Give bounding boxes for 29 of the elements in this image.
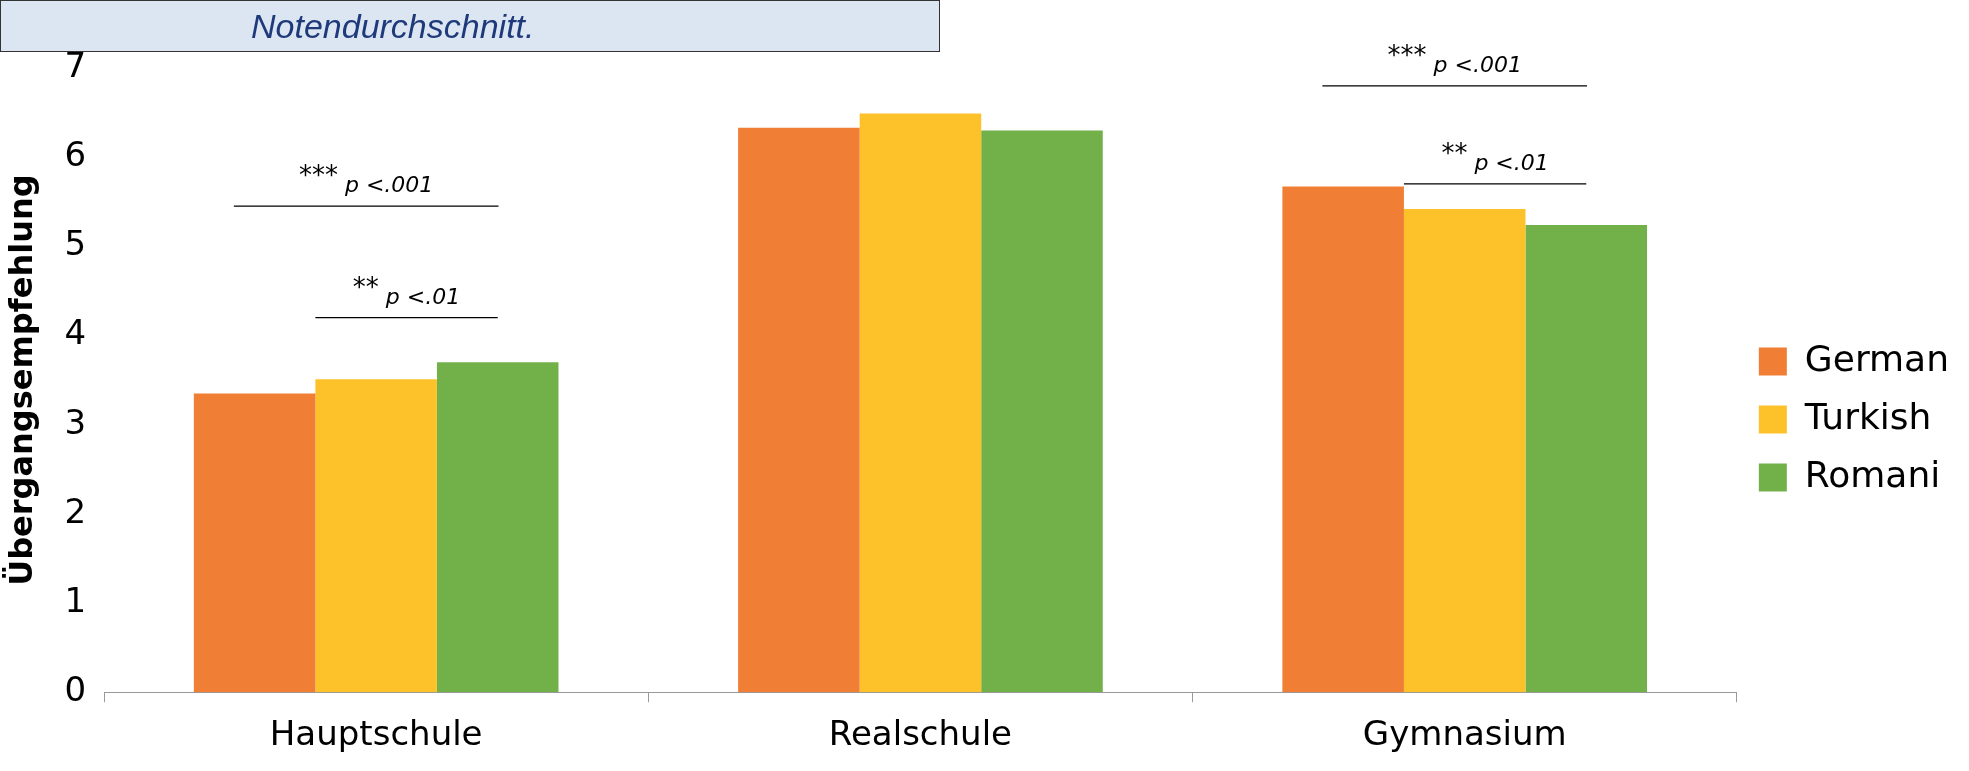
text: Notendurchschnitt. — [251, 7, 535, 45]
bar — [193, 393, 316, 693]
annotation: ** p <.01 — [352, 271, 461, 309]
y-tick-label: 0 — [64, 669, 87, 710]
bar — [436, 362, 559, 693]
bar — [1403, 208, 1526, 693]
annotation: *** p <.001 — [298, 160, 434, 198]
bar — [859, 113, 982, 693]
y-tick-label: 2 — [64, 490, 87, 531]
bar — [981, 130, 1103, 693]
y-tick-label: 6 — [64, 134, 87, 174]
bar — [738, 127, 860, 693]
legend-label: Turkish — [1803, 395, 1932, 437]
bar — [1282, 186, 1404, 693]
bar — [315, 379, 437, 693]
legend-label: Romani — [1804, 453, 1941, 495]
annotation: ** p <.01 — [1441, 137, 1549, 175]
annotation: *** p <.001 — [1387, 39, 1522, 77]
x-tick-label: Hauptschule — [269, 713, 483, 754]
y-tick-label: 7 — [64, 44, 87, 85]
x-tick-label: Gymnasium — [1362, 713, 1567, 754]
x-tick-label: Realschule — [828, 713, 1013, 754]
y-tick-label: 1 — [64, 579, 87, 620]
bar — [1525, 224, 1648, 693]
legend-label: German — [1804, 337, 1950, 379]
y-tick-label: 3 — [64, 401, 87, 442]
y-tick-label: 5 — [64, 223, 87, 264]
y-tick-label: 4 — [64, 312, 87, 353]
y-axis-title: Übergangsempfehlung — [1, 174, 40, 586]
